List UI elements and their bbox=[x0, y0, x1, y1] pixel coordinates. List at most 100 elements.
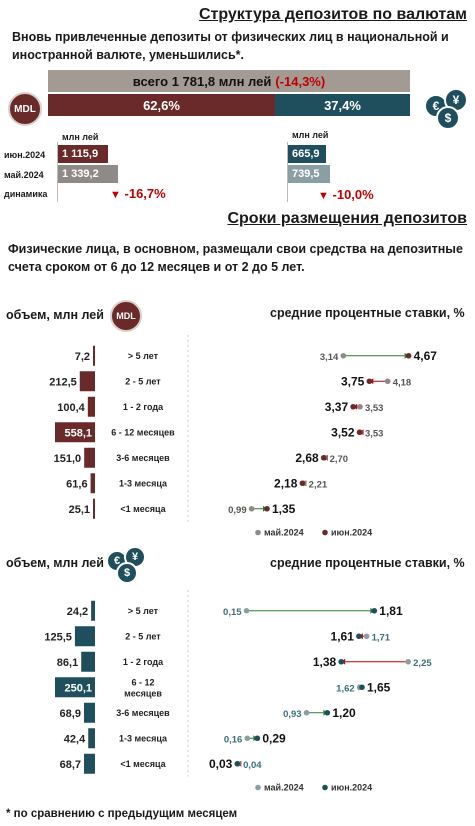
rate-label-jun: 0,29 bbox=[262, 731, 286, 745]
rate-dot-may bbox=[340, 352, 347, 359]
mdl-jun-value: 1 115,9 bbox=[58, 145, 108, 163]
rate-label-may: 3,53 bbox=[365, 428, 384, 439]
rate-label-may: 0,16 bbox=[224, 734, 243, 745]
rate-dot-may bbox=[357, 403, 363, 410]
rate-dot-may bbox=[248, 505, 255, 512]
volume-label: 212,5 bbox=[49, 376, 77, 388]
total-change: (-14,3%) bbox=[275, 73, 326, 89]
term-label: 1-3 месяца bbox=[119, 478, 168, 488]
legend-dot-may bbox=[255, 529, 261, 536]
term-label: 2 - 5 лет bbox=[125, 376, 161, 386]
rate-label-jun: 2,68 bbox=[295, 451, 319, 465]
volume-bar bbox=[84, 753, 95, 774]
mdl-change: ▼ -16,7% bbox=[110, 186, 166, 201]
volume-label: 125,5 bbox=[44, 631, 72, 643]
volume-bar bbox=[55, 677, 95, 698]
unit-label-left: млн лей bbox=[62, 132, 99, 142]
rate-dot-jun bbox=[254, 735, 261, 742]
term-label: 3-6 месяцев bbox=[116, 453, 170, 463]
unit-label-right: млн лей bbox=[292, 130, 329, 140]
volume-bar bbox=[91, 600, 95, 621]
section-title-terms: Сроки размещения депозитов bbox=[227, 210, 467, 227]
volume-bar bbox=[88, 728, 95, 749]
total-text: всего 1 781,8 млн лей bbox=[132, 73, 272, 89]
mdl-share-label: 62,6% bbox=[143, 97, 180, 113]
rate-dot-jun bbox=[356, 633, 362, 640]
rate-dot-jun bbox=[359, 684, 365, 691]
mdl-term-chart: 7,2 > 5 лет 3,14 4,67 212,5 2 - 5 лет 4,18 3,75… bbox=[49, 335, 437, 538]
volume-bar bbox=[83, 702, 95, 723]
mdl-share-bar: 62,6% bbox=[48, 94, 275, 116]
rate-label-may: 0,93 bbox=[283, 709, 302, 720]
rate-label-jun: 2,18 bbox=[274, 476, 298, 490]
rate-label-may: 0,04 bbox=[243, 760, 262, 771]
rate-label-may: 1,62 bbox=[336, 683, 355, 694]
rate-dot-jun bbox=[405, 352, 412, 359]
rate-label-jun: 0,03 bbox=[209, 757, 233, 771]
fx-may-value: 739,5 bbox=[288, 165, 330, 183]
rate-label-jun: 1,61 bbox=[331, 629, 355, 643]
legend-label-may: май.2024 bbox=[264, 528, 304, 538]
rate-label-jun: 1,35 bbox=[272, 502, 296, 516]
fx-coins-icon: € ¥ $ bbox=[424, 88, 470, 130]
term-label: 6 - 12 месяцев bbox=[111, 427, 175, 437]
lead-text-1: Вновь привлеченные депозиты от физически… bbox=[12, 30, 449, 62]
volume-bar bbox=[93, 498, 95, 519]
volume-label: 68,9 bbox=[60, 708, 81, 720]
rate-dot-may bbox=[243, 607, 250, 614]
rate-label-jun: 1,38 bbox=[313, 655, 337, 669]
volume-label: 24,2 bbox=[67, 606, 88, 618]
volume-label: 7,2 bbox=[75, 351, 90, 363]
rate-label-may: 2,25 bbox=[413, 658, 432, 669]
rate-label-jun: 3,37 bbox=[325, 400, 349, 414]
volume-label: 25,1 bbox=[69, 504, 90, 516]
legend-dot-may bbox=[255, 784, 261, 791]
mdl-volume-title: объем, млн лей bbox=[6, 308, 104, 322]
rate-dot-jun bbox=[350, 403, 356, 410]
rate-dot-jun bbox=[366, 378, 373, 385]
total-bar: всего 1 781,8 млн лей (-14,3%) bbox=[48, 70, 410, 92]
rate-label-may: 0,99 bbox=[228, 505, 247, 516]
rate-label-may: 0,15 bbox=[223, 607, 242, 618]
volume-bar bbox=[79, 371, 95, 392]
fx-rates-title: средние процентные ставки, % bbox=[270, 556, 465, 570]
legend-dot-jun bbox=[322, 784, 328, 791]
legend-label-jun: июн.2024 bbox=[331, 783, 372, 793]
rate-dot-jun bbox=[234, 760, 241, 767]
rate-label-jun: 1,20 bbox=[332, 706, 356, 720]
divider-left bbox=[57, 142, 58, 202]
volume-label: 250,1 bbox=[64, 682, 92, 694]
legend-dot-jun bbox=[322, 529, 328, 536]
fx-coins-icon-2: € ¥ $ bbox=[106, 546, 152, 584]
term-label: <1 месяца bbox=[120, 504, 166, 514]
rate-dot-jun bbox=[324, 709, 331, 716]
volume-label: 558,1 bbox=[64, 427, 92, 439]
divider-right bbox=[287, 142, 288, 202]
volume-label: 86,1 bbox=[57, 657, 78, 669]
rate-dot-may bbox=[303, 709, 310, 716]
rate-dot-jun bbox=[356, 429, 363, 436]
rate-label-may: 3,53 bbox=[365, 403, 384, 414]
term-label: > 5 лет bbox=[128, 351, 159, 361]
volume-bar bbox=[90, 473, 95, 494]
rate-label-may: 2,21 bbox=[309, 479, 328, 490]
lead-text-2: Физические лица, в основном, размещали с… bbox=[8, 242, 463, 274]
mdl-coin-icon-2: MDL bbox=[110, 300, 142, 332]
volume-bar bbox=[81, 651, 95, 672]
term-label: 1 - 2 года bbox=[123, 402, 164, 412]
fx-jun-value: 665,9 bbox=[288, 145, 326, 163]
rate-dot-may bbox=[363, 633, 370, 640]
rate-dot-may bbox=[405, 658, 411, 665]
term-label: 3-6 месяцев bbox=[116, 708, 170, 718]
rate-label-may: 2,70 bbox=[330, 454, 349, 465]
footnote: * по сравнению с предыдущим месяцем bbox=[6, 808, 238, 820]
rate-dot-jun bbox=[264, 505, 270, 512]
section-title-currency-structure: Структура депозитов по валютам bbox=[198, 6, 467, 23]
volume-label: 42,4 bbox=[64, 733, 86, 745]
term-label: месяцев bbox=[124, 688, 162, 698]
rate-dot-may bbox=[244, 735, 251, 742]
term-label: 6 - 12 bbox=[131, 677, 154, 687]
rate-label-may: 4,18 bbox=[393, 377, 412, 388]
rate-label-jun: 3,52 bbox=[331, 425, 355, 439]
volume-bar bbox=[55, 422, 95, 443]
